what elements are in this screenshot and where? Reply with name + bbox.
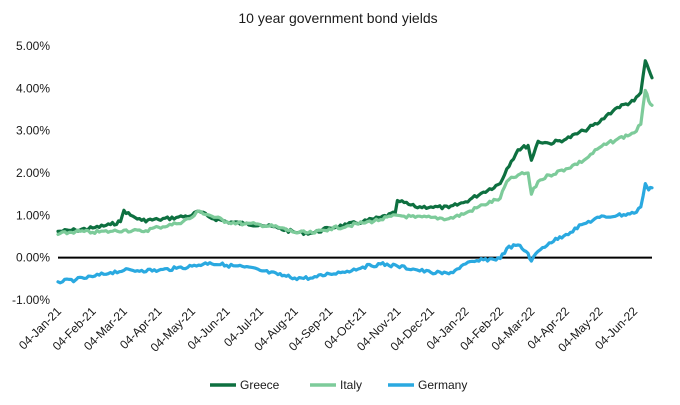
series-line-greece — [56, 59, 654, 236]
y-tick-label: 4.00% — [16, 81, 50, 95]
y-tick-label: 5.00% — [16, 39, 50, 53]
y-tick-label: 1.00% — [16, 208, 50, 222]
legend: Greece Italy Germany — [210, 378, 467, 392]
chart-title: 10 year government bond yields — [238, 10, 437, 26]
series-line-italy — [56, 88, 654, 236]
legend-label-greece: Greece — [240, 378, 280, 392]
y-tick-label: 2.00% — [16, 166, 50, 180]
y-axis: -1.00% 0.00% 1.00% 2.00% 3.00% 4.00% 5.00% — [12, 39, 50, 307]
y-tick-label: -1.00% — [12, 293, 50, 307]
x-axis: 04-Jan-2104-Feb-2104-Mar-2104-Apr-2104-M… — [16, 304, 640, 355]
series-group — [56, 59, 654, 285]
y-tick-label: 3.00% — [16, 124, 50, 138]
y-tick-label: 0.00% — [16, 251, 50, 265]
legend-label-germany: Germany — [418, 378, 467, 392]
series-line-germany — [56, 182, 654, 285]
legend-label-italy: Italy — [340, 378, 362, 392]
